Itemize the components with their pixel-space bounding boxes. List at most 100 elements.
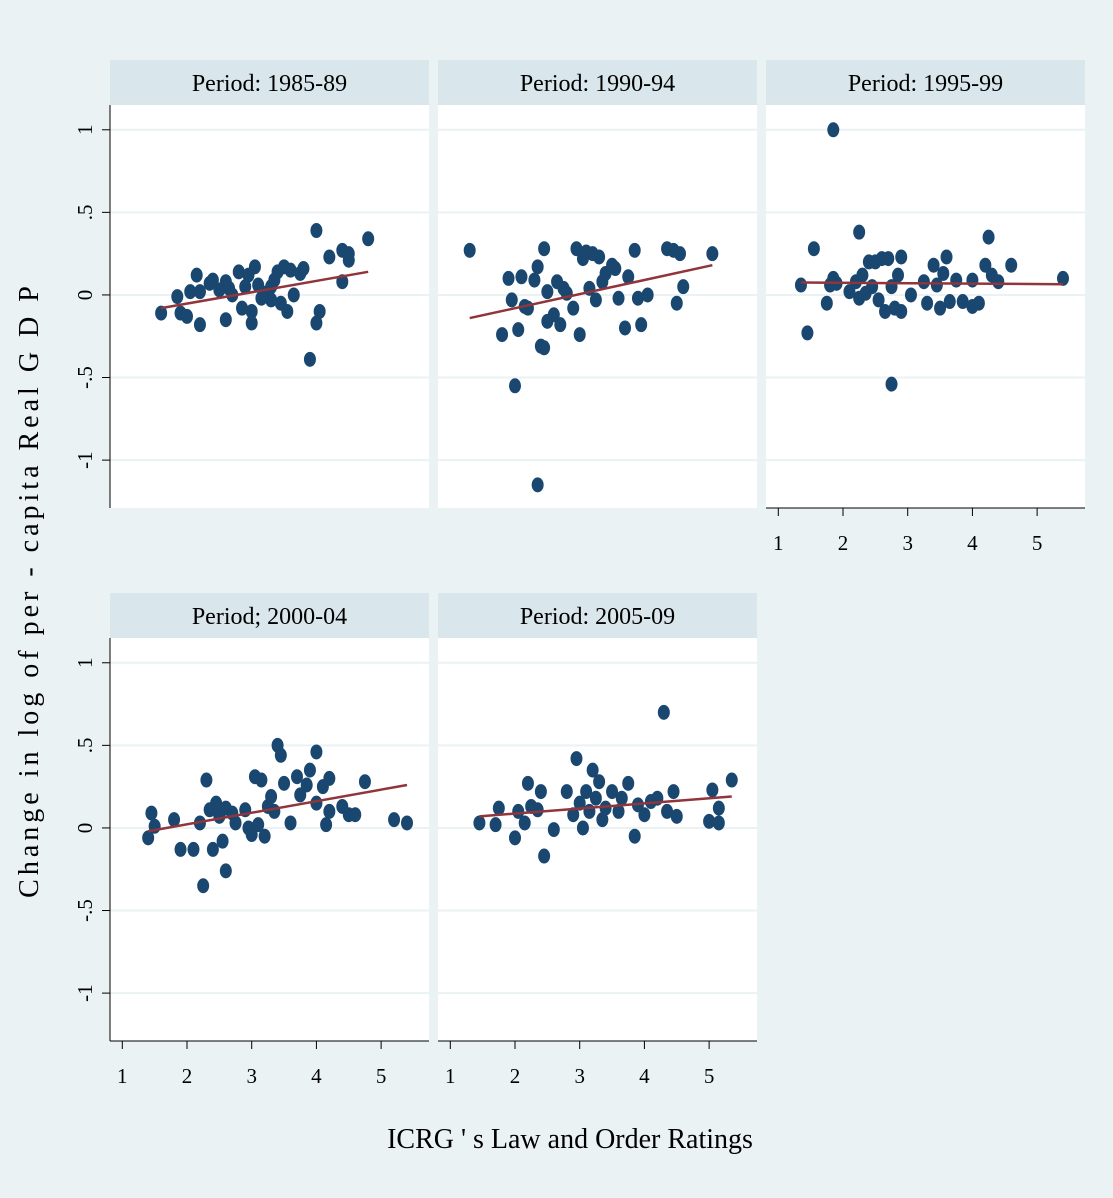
point (473, 815, 486, 831)
x-tick-label: 2 (510, 1064, 521, 1088)
point (573, 327, 586, 343)
point (531, 259, 544, 275)
point (615, 790, 628, 806)
point (570, 241, 583, 257)
x-tick-label: 4 (311, 1064, 322, 1088)
x-tick-label: 1 (445, 1064, 456, 1088)
point (171, 289, 184, 305)
point (879, 303, 892, 319)
point (287, 287, 300, 303)
point (258, 828, 271, 844)
point (265, 279, 278, 295)
point (882, 251, 895, 267)
point (210, 795, 223, 811)
point (638, 807, 651, 823)
point (229, 815, 242, 831)
point (560, 784, 573, 800)
point (599, 800, 612, 816)
x-tick-label: 3 (902, 531, 913, 555)
point (843, 284, 856, 300)
point (895, 303, 908, 319)
point (801, 325, 814, 341)
point (232, 264, 245, 280)
point (255, 772, 268, 788)
point (622, 775, 635, 791)
y-tick-label: -1 (73, 451, 97, 469)
fit-line (479, 795, 732, 818)
x-tick-label: 4 (967, 531, 978, 555)
point (573, 795, 586, 811)
point (934, 300, 947, 316)
point (528, 272, 541, 288)
point (145, 805, 158, 821)
point (219, 863, 232, 879)
point (807, 241, 820, 257)
point (187, 841, 200, 857)
point (310, 223, 323, 239)
point (703, 813, 716, 829)
point (921, 295, 934, 311)
point (193, 317, 206, 333)
point (538, 848, 551, 864)
point (297, 261, 310, 277)
point (612, 290, 625, 306)
fit-line (160, 270, 369, 310)
point (303, 762, 316, 778)
point (521, 300, 534, 316)
panel-header (110, 593, 429, 638)
point (489, 817, 502, 833)
point (323, 770, 336, 786)
point (502, 270, 515, 286)
x-tick-label: 3 (246, 1064, 257, 1088)
point (401, 815, 413, 831)
point (184, 284, 197, 300)
point (1005, 257, 1018, 273)
panel-title: Period: 2005-09 (520, 604, 675, 630)
point (216, 833, 229, 849)
point (512, 322, 525, 338)
point (674, 246, 686, 262)
point (706, 782, 719, 798)
point (606, 784, 619, 800)
panel-title: Period; 2000-04 (192, 604, 347, 630)
point (589, 790, 602, 806)
point (239, 279, 252, 295)
point (155, 305, 168, 321)
point (950, 272, 963, 288)
point (992, 274, 1005, 290)
point (342, 252, 355, 268)
point (972, 295, 985, 311)
point (518, 815, 531, 831)
point (930, 277, 943, 293)
point (531, 477, 544, 493)
x-tick-label: 5 (376, 1064, 387, 1088)
point (576, 820, 589, 836)
panel-header (110, 60, 429, 105)
point (593, 774, 606, 790)
point (917, 274, 930, 290)
point (200, 772, 213, 788)
point (966, 272, 979, 288)
point (281, 303, 294, 319)
point (570, 751, 583, 767)
point (310, 315, 323, 331)
point (496, 327, 509, 343)
point (505, 292, 518, 308)
y-tick-label: 0 (73, 290, 97, 301)
point (248, 259, 261, 275)
x-tick-label: 1 (117, 1064, 128, 1088)
point (284, 262, 297, 278)
point (866, 279, 879, 295)
x-tick-label: 5 (1032, 531, 1043, 555)
point (956, 294, 969, 310)
point (904, 287, 917, 303)
point (927, 257, 940, 273)
point (892, 267, 904, 283)
point (512, 803, 525, 819)
point (300, 777, 313, 793)
point (206, 841, 219, 857)
point (827, 122, 840, 138)
y-tick-label: -.5 (73, 366, 97, 389)
panel-title: Period: 1990-94 (520, 71, 675, 97)
point (245, 827, 258, 843)
